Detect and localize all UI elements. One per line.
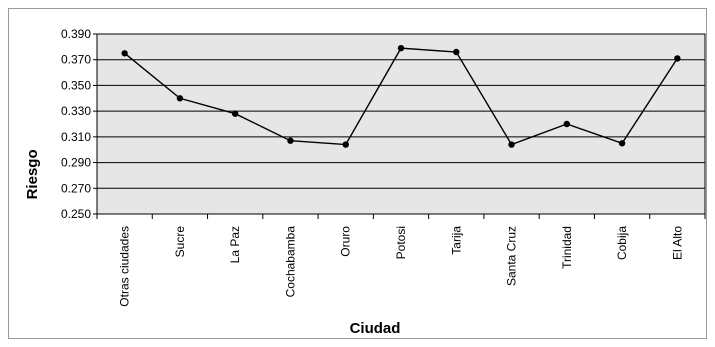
y-tick-label: 0.310 xyxy=(61,130,91,144)
x-tick-label: Sucre xyxy=(173,226,187,258)
x-tick-label: Santa Cruz xyxy=(505,226,519,286)
y-tick-label: 0.370 xyxy=(61,53,91,67)
y-tick-label: 0.290 xyxy=(61,156,91,170)
x-tick-label: Potosi xyxy=(394,226,408,259)
data-point xyxy=(618,140,626,147)
x-tick-label: Trinidad xyxy=(560,226,574,269)
data-point xyxy=(121,50,128,57)
data-point xyxy=(563,120,571,128)
y-tick-label: 0.250 xyxy=(61,207,91,221)
y-axis-ticks: 0.250 0.270 0.290 0.310 0.330 0.350 0.370 0.390 xyxy=(61,27,97,221)
data-points xyxy=(121,44,681,148)
x-axis-title: Ciudad xyxy=(350,320,401,337)
data-point xyxy=(397,44,405,52)
x-tick-label: Cochabamba xyxy=(283,226,297,298)
data-point xyxy=(231,110,239,117)
x-tick-label: La Paz xyxy=(228,226,242,263)
x-tick-label: Cobija xyxy=(615,226,629,260)
data-point xyxy=(453,48,460,56)
x-axis-ticks: Otras ciudades Sucre La Paz Cochabamba Oruro… xyxy=(96,214,706,307)
gridlines xyxy=(97,33,705,215)
y-tick-label: 0.390 xyxy=(61,27,91,41)
data-point xyxy=(674,55,681,62)
x-tick-label: El Alto xyxy=(670,226,684,260)
data-point xyxy=(176,95,184,102)
y-tick-label: 0.350 xyxy=(61,78,91,92)
x-tick-label: Tarija xyxy=(449,226,463,255)
y-axis-title: Riesgo xyxy=(24,149,41,199)
x-tick-label: Otras ciudades xyxy=(118,226,132,307)
y-tick-label: 0.330 xyxy=(61,104,91,118)
data-point xyxy=(342,141,349,148)
plot-area xyxy=(96,33,706,215)
x-tick-label: Oruro xyxy=(339,226,353,257)
data-point xyxy=(287,137,294,144)
y-tick-label: 0.270 xyxy=(61,181,91,195)
data-point xyxy=(508,141,515,148)
